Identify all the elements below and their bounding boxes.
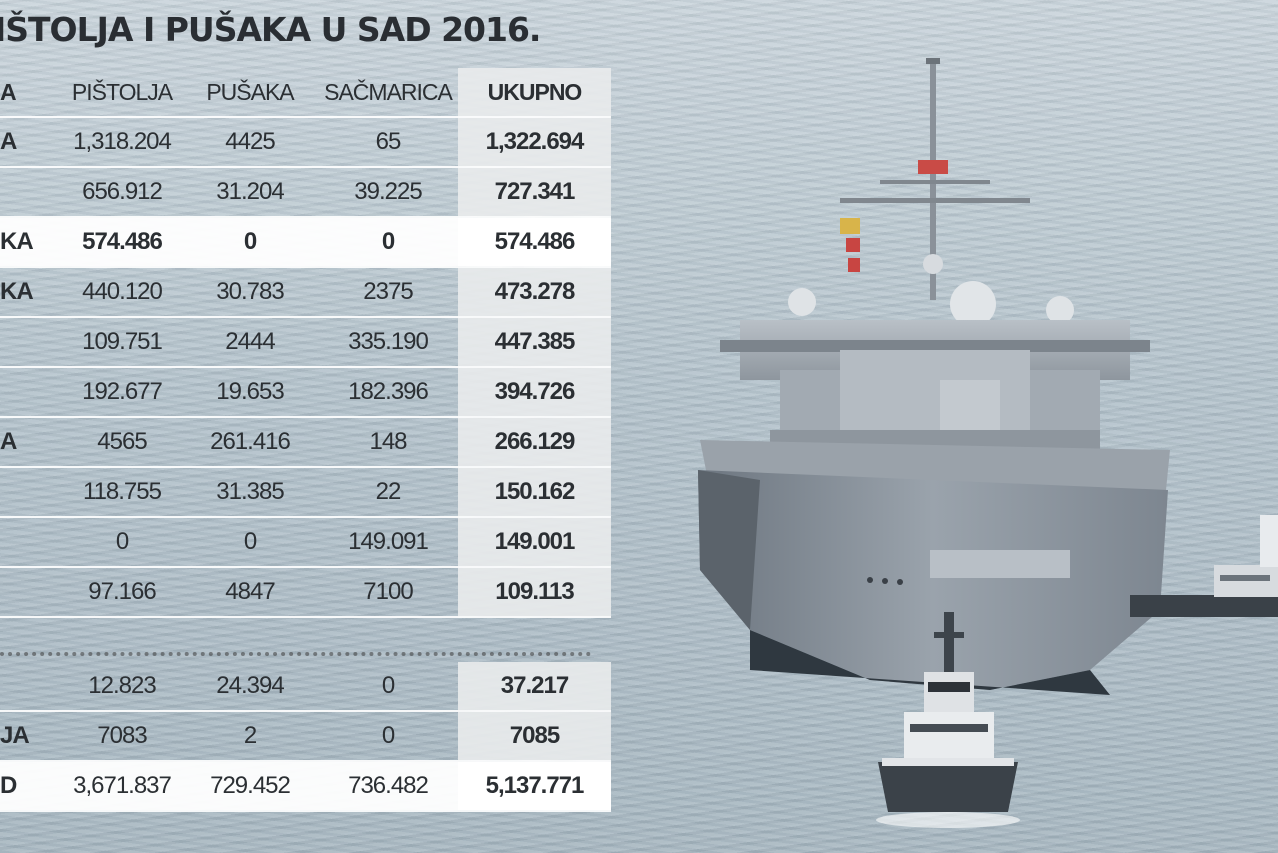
table-cell: 574.486 [458, 217, 611, 268]
table-cell: 0 [182, 517, 318, 568]
table-cell: 1,322.694 [458, 117, 611, 168]
table-cell: 2375 [318, 267, 458, 318]
table-cell: 37.217 [458, 662, 611, 712]
table-row: 12.823 24.394 0 37.217 [0, 662, 611, 712]
table-cell [0, 367, 62, 418]
table-cell: 30.783 [182, 267, 318, 318]
table-cell: 394.726 [458, 367, 611, 418]
table-cell: 0 [318, 662, 458, 712]
table-cell: 149.001 [458, 517, 611, 568]
table-row: 656.912 31.204 39.225 727.341 [0, 167, 611, 218]
header-cell: UKUPNO [458, 68, 611, 118]
table-row: KA 440.120 30.783 2375 473.278 [0, 267, 611, 318]
table-cell: 31.204 [182, 167, 318, 218]
table-cell [0, 317, 62, 368]
table-cell: 473.278 [458, 267, 611, 318]
table-cell: 2 [182, 711, 318, 762]
table-cell [0, 517, 62, 568]
table-cell: 65 [318, 117, 458, 168]
table-cell: 0 [318, 217, 458, 268]
table-row: 118.755 31.385 22 150.162 [0, 467, 611, 518]
table-cell: 266.129 [458, 417, 611, 468]
table-cell: 335.190 [318, 317, 458, 368]
table-cell: 440.120 [62, 267, 182, 318]
table-cell: 19.653 [182, 367, 318, 418]
table-cell: 148 [318, 417, 458, 468]
table-row: 192.677 19.653 182.396 394.726 [0, 367, 611, 418]
table-cell: 7085 [458, 711, 611, 762]
table-cell: 727.341 [458, 167, 611, 218]
table-cell: A [0, 117, 62, 168]
table-cell: 182.396 [318, 367, 458, 418]
table-cell: 7100 [318, 567, 458, 618]
table-cell [0, 567, 62, 618]
table-cell: 447.385 [458, 317, 611, 368]
table-cell: 1,318.204 [62, 117, 182, 168]
table-cell: 5,137.771 [458, 761, 611, 812]
table-cell: 2444 [182, 317, 318, 368]
table-cell: 109.751 [62, 317, 182, 368]
table-cell: 4425 [182, 117, 318, 168]
table-cell: 149.091 [318, 517, 458, 568]
table-cell: 736.482 [318, 761, 458, 812]
table-cell: 7083 [62, 711, 182, 762]
table-cell: 31.385 [182, 467, 318, 518]
header-cell: SAČMARICA [318, 68, 458, 118]
table-cell: D [0, 761, 62, 812]
table-row: KA 574.486 0 0 574.486 [0, 217, 611, 268]
table-cell: 261.416 [182, 417, 318, 468]
barge-icon [1130, 515, 1278, 617]
table-cell [0, 662, 62, 712]
table-cell: 3,671.837 [62, 761, 182, 812]
table-cell: 97.166 [62, 567, 182, 618]
table-cell: 656.912 [62, 167, 182, 218]
page-title: IŠTOLJA I PUŠAKA U SAD 2016. [0, 10, 541, 49]
table-row: A 1,318.204 4425 65 1,322.694 [0, 117, 611, 168]
ship-icon [698, 58, 1170, 695]
tugboat-icon [876, 612, 1020, 828]
table-cell: 0 [62, 517, 182, 568]
table-cell: KA [0, 217, 62, 268]
table-cell: KA [0, 267, 62, 318]
table-cell: A [0, 417, 62, 468]
table-cell: 118.755 [62, 467, 182, 518]
table-cell: 192.677 [62, 367, 182, 418]
header-cell: A [0, 68, 62, 118]
table-cell [0, 467, 62, 518]
table-cell: 4565 [62, 417, 182, 468]
table-cell: 574.486 [62, 217, 182, 268]
table-header-row: A PIŠTOLJA PUŠAKA SAČMARICA UKUPNO [0, 68, 611, 118]
dotted-divider [0, 617, 611, 662]
table-cell: 150.162 [458, 467, 611, 518]
table-cell: 0 [318, 711, 458, 762]
table-cell: 39.225 [318, 167, 458, 218]
table-cell: 12.823 [62, 662, 182, 712]
table-cell: 109.113 [458, 567, 611, 618]
table-cell: 729.452 [182, 761, 318, 812]
table-row: 0 0 149.091 149.001 [0, 517, 611, 568]
table-cell: 24.394 [182, 662, 318, 712]
table-row: 109.751 2444 335.190 447.385 [0, 317, 611, 368]
total-row: D 3,671.837 729.452 736.482 5,137.771 [0, 761, 611, 812]
table-row: A 4565 261.416 148 266.129 [0, 417, 611, 468]
table-row: JA 7083 2 0 7085 [0, 711, 611, 762]
table-cell: 0 [182, 217, 318, 268]
table-cell: 22 [318, 467, 458, 518]
table-cell: 4847 [182, 567, 318, 618]
table-cell [0, 167, 62, 218]
header-cell: PUŠAKA [182, 68, 318, 118]
table-separator [0, 617, 611, 662]
header-cell: PIŠTOLJA [62, 68, 182, 118]
table-row: 97.166 4847 7100 109.113 [0, 567, 611, 618]
table-cell: JA [0, 711, 62, 762]
gun-table: A PIŠTOLJA PUŠAKA SAČMARICA UKUPNO A 1,3… [0, 68, 611, 812]
